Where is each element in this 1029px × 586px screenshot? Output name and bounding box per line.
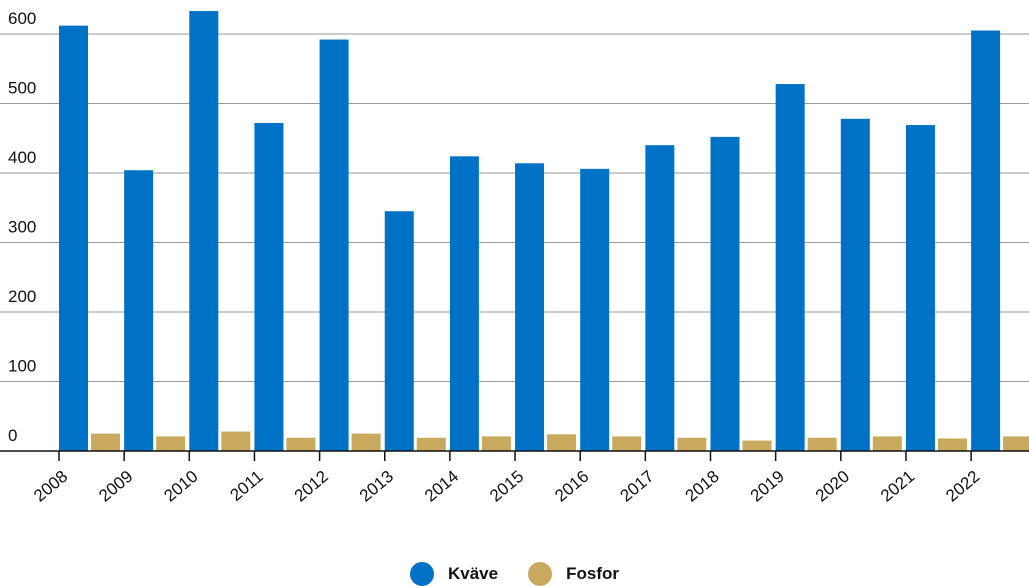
- bar-fosfor-2008: [91, 433, 120, 451]
- bar-fosfor-2016: [612, 436, 642, 451]
- bar-kvve-2011: [254, 122, 284, 452]
- y-tick-label-600: 600: [8, 9, 36, 28]
- bar-kvve-2018: [710, 136, 740, 452]
- bar-kvve-2020: [840, 118, 870, 451]
- x-tick-label-2012: 2012: [291, 467, 332, 506]
- x-tick-label-2021: 2021: [877, 467, 918, 506]
- bar-kvve-2009: [124, 170, 154, 451]
- bar-kvve-2022: [971, 30, 1001, 452]
- bar-fosfor-2017: [677, 437, 707, 451]
- x-tick-label-2008: 2008: [30, 467, 71, 506]
- y-tick-label-300: 300: [8, 218, 36, 237]
- bar-kvve-2015: [515, 163, 545, 451]
- bar-fosfor-2020: [872, 436, 902, 451]
- bar-fosfor-2019: [807, 437, 837, 451]
- x-tick-label-2014: 2014: [421, 467, 462, 506]
- x-tick-label-2015: 2015: [486, 467, 527, 506]
- bar-kvve-2017: [645, 145, 675, 451]
- legend-swatch-fosfor: [528, 562, 553, 586]
- bar-fosfor-2013: [416, 437, 446, 451]
- x-tick-label-2010: 2010: [160, 467, 201, 506]
- y-tick-label-400: 400: [8, 148, 36, 167]
- bar-fosfor-2014: [481, 436, 511, 451]
- x-tick-label-2016: 2016: [551, 467, 592, 506]
- bar-fosfor-2009: [156, 436, 186, 451]
- bar-fosfor-2018: [742, 440, 772, 451]
- x-tick-label-2018: 2018: [682, 467, 723, 506]
- bar-fosfor-2012: [351, 433, 381, 451]
- y-tick-label-500: 500: [8, 79, 36, 98]
- x-tick-label-2019: 2019: [747, 467, 788, 506]
- bar-fosfor-2015: [547, 434, 577, 451]
- bar-fosfor-2021: [937, 438, 967, 451]
- chart-legend: Kväve Fosfor: [0, 562, 1029, 586]
- x-tick-label-2020: 2020: [812, 467, 853, 506]
- legend-item-kvave: Kväve: [410, 562, 498, 586]
- legend-label-fosfor: Fosfor: [566, 564, 619, 583]
- y-tick-label-100: 100: [8, 357, 36, 376]
- bar-kvve-2019: [775, 84, 805, 451]
- bar-kvve-2008: [59, 25, 88, 451]
- bar-fosfor-2011: [286, 437, 316, 451]
- bar-kvve-2013: [384, 211, 414, 451]
- x-tick-label-2011: 2011: [227, 467, 267, 505]
- legend-item-fosfor: Fosfor: [528, 562, 619, 586]
- x-tick-label-2017: 2017: [616, 467, 657, 506]
- x-tick-label-2022: 2022: [942, 467, 983, 506]
- y-tick-label-200: 200: [8, 287, 36, 306]
- bar-kvve-2016: [580, 168, 610, 451]
- bar-fosfor-2010: [221, 431, 251, 451]
- bar-fosfor-2022: [1003, 436, 1029, 451]
- bar-kvve-2010: [189, 11, 219, 451]
- legend-label-kvave: Kväve: [448, 564, 499, 583]
- y-tick-label-0: 0: [8, 426, 17, 445]
- bar-kvve-2021: [905, 125, 935, 452]
- x-tick-label-2009: 2009: [95, 467, 136, 506]
- x-tick-label-2013: 2013: [356, 467, 397, 506]
- legend-swatch-kvave: [410, 562, 434, 586]
- bar-kvve-2012: [319, 39, 349, 452]
- bar-kvve-2014: [449, 156, 479, 451]
